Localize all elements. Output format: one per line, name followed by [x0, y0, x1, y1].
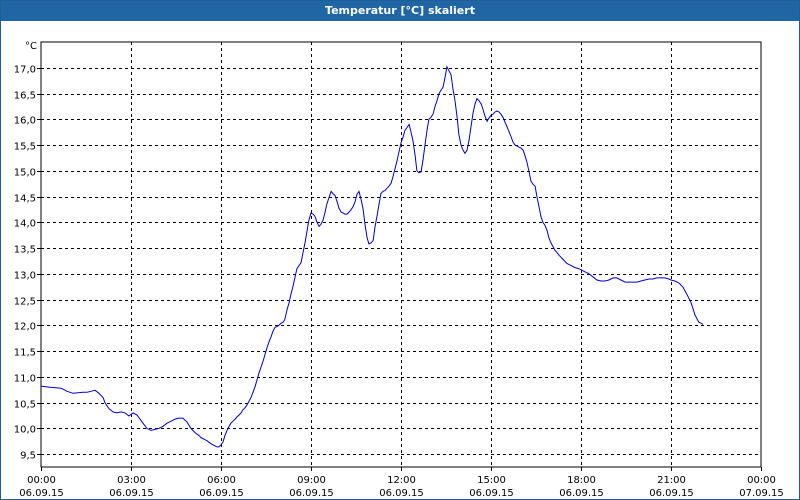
- grid: [41, 42, 761, 467]
- y-tick-label: 11,0: [14, 374, 36, 385]
- y-tick-label: 16,5: [14, 91, 36, 102]
- x-tick-time: 00:00: [27, 475, 56, 486]
- y-tick-label: 10,5: [14, 400, 36, 411]
- y-tick-label: 14,0: [14, 219, 36, 230]
- x-tick-time: 03:00: [117, 475, 146, 486]
- window-title: Temperatur [°C] skaliert: [1, 1, 799, 21]
- x-tick-time: 00:00: [747, 475, 776, 486]
- x-tick-date: 06.09.15: [469, 488, 514, 499]
- x-tick-date: 06.09.15: [559, 488, 604, 499]
- y-tick-label: 9,5: [20, 451, 36, 462]
- temperature-series-line: [40, 65, 704, 448]
- x-tick-time: 18:00: [567, 475, 596, 486]
- x-tick-date: 06.09.15: [19, 488, 64, 499]
- y-tick-label: 17,0: [14, 65, 36, 76]
- y-tick-label: 14,5: [14, 194, 36, 205]
- x-tick-time: 09:00: [297, 475, 326, 486]
- y-axis-unit: °C: [25, 41, 37, 52]
- y-tick-label: 15,5: [14, 142, 36, 153]
- x-tick-date: 06.09.15: [109, 488, 154, 499]
- x-tick-date: 06.09.15: [199, 488, 244, 499]
- y-tick-label: 12,0: [14, 322, 36, 333]
- y-tick-label: 11,5: [14, 348, 36, 359]
- x-tick-date: 06.09.15: [289, 488, 334, 499]
- temperature-chart: 9,5 10,0 10,5 11,0 11,5 12,0 12,5 13,0 13,5 14,0 1…: [14, 41, 784, 499]
- y-axis-ticks: 9,5 10,0 10,5 11,0 11,5 12,0 12,5 13,0 13,5 14,0 1…: [14, 65, 41, 462]
- y-tick-label: 16,0: [14, 116, 36, 127]
- x-axis-ticks: 00:00 06.09.15 03:00 06.09.15 06:00 06.09.15 0…: [19, 467, 784, 499]
- x-tick-time: 12:00: [387, 475, 416, 486]
- y-tick-label: 12,5: [14, 297, 36, 308]
- y-tick-label: 10,0: [14, 425, 36, 436]
- y-tick-label: 13,0: [14, 271, 36, 282]
- x-tick-date: 06.09.15: [379, 488, 424, 499]
- x-tick-date: 07.09.15: [739, 488, 784, 499]
- x-tick-time: 15:00: [477, 475, 506, 486]
- x-tick-time: 06:00: [207, 475, 236, 486]
- y-tick-label: 13,5: [14, 245, 36, 256]
- x-tick-time: 21:00: [657, 475, 686, 486]
- y-tick-label: 15,0: [14, 168, 36, 179]
- x-tick-date: 06.09.15: [649, 488, 694, 499]
